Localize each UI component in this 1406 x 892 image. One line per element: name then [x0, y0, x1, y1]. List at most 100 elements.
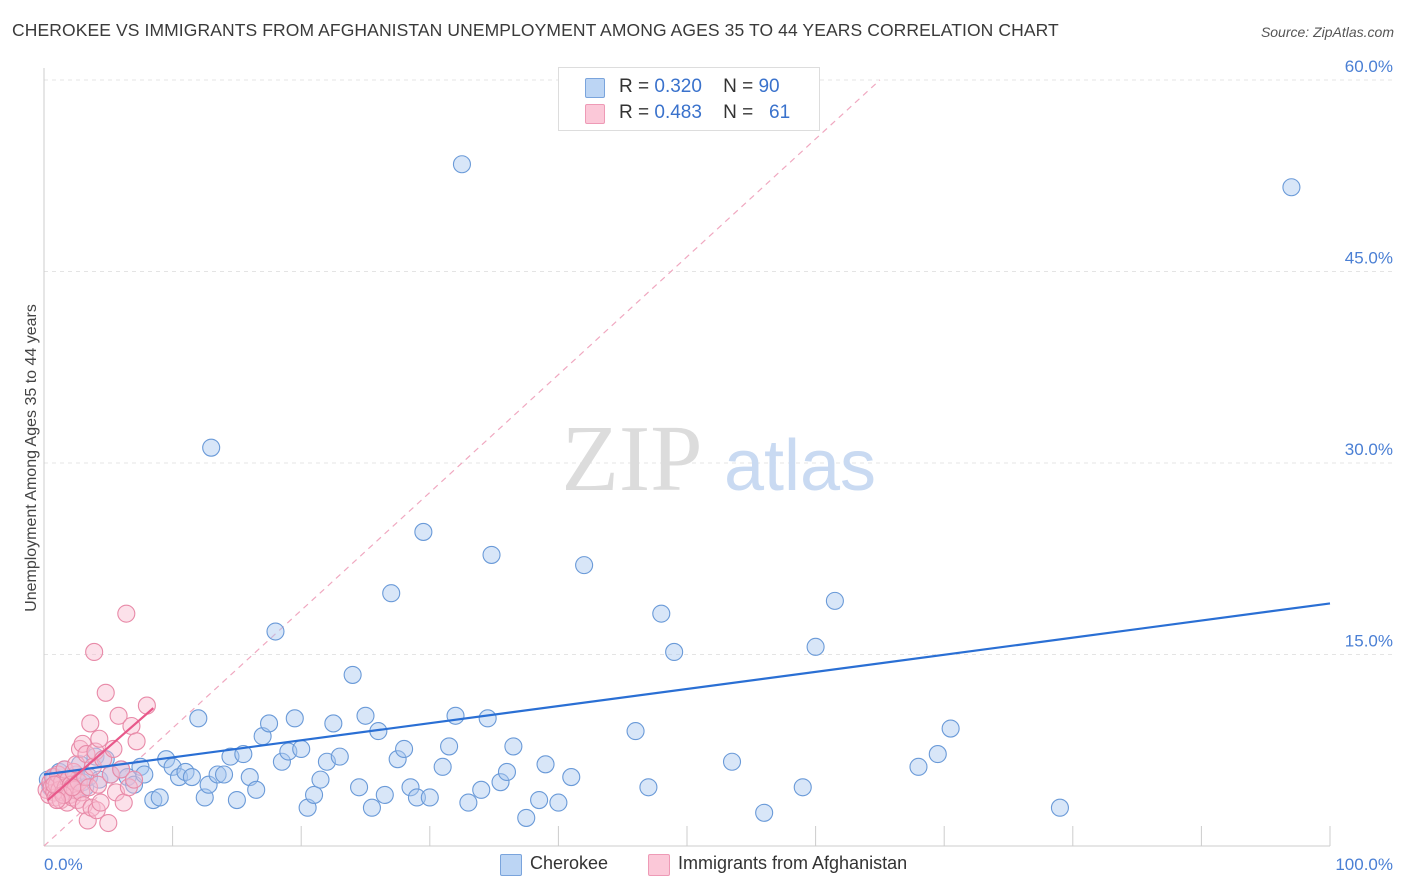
- data-points: [37, 155, 1301, 833]
- reference-dashed-line: [43, 79, 881, 847]
- bottom-legend-label-afghanistan: Immigrants from Afghanistan: [678, 853, 908, 873]
- watermark-zip: ZIP: [562, 407, 703, 511]
- data-point: [305, 785, 324, 804]
- legend-swatch-afghanistan: [585, 104, 605, 124]
- data-point: [189, 709, 208, 728]
- data-point: [517, 808, 536, 827]
- data-point: [722, 752, 742, 771]
- data-point: [825, 591, 844, 610]
- data-point: [497, 762, 517, 782]
- data-point: [96, 683, 115, 702]
- data-point: [504, 737, 523, 756]
- legend-n-value-cherokee: 90: [758, 76, 780, 97]
- data-point: [47, 790, 66, 810]
- data-point: [388, 750, 407, 769]
- data-point: [639, 778, 658, 797]
- data-point: [330, 747, 349, 766]
- data-point: [88, 775, 108, 794]
- data-point: [941, 719, 960, 738]
- data-point: [549, 793, 568, 812]
- legend-r-label: R =: [619, 102, 650, 123]
- data-point: [472, 780, 491, 799]
- data-point: [124, 770, 144, 789]
- bottom-legend-swatch-afghanistan: [648, 854, 670, 876]
- y-tick-label: 60.0%: [1345, 57, 1393, 76]
- data-point: [536, 755, 555, 774]
- bottom-legend-swatch-cherokee: [500, 854, 522, 876]
- data-point: [530, 790, 549, 810]
- data-point: [227, 790, 246, 810]
- x-tick-label-min: 0.0%: [44, 855, 83, 874]
- data-point: [440, 737, 459, 756]
- data-point: [928, 745, 947, 764]
- series-afghanistan: [37, 604, 156, 833]
- reference-line: [43, 79, 881, 847]
- data-point: [375, 785, 394, 804]
- data-point: [109, 706, 128, 725]
- data-point: [407, 788, 426, 807]
- legend-n-label: N =: [723, 76, 754, 97]
- data-point: [482, 545, 501, 564]
- chart-title: CHEROKEE VS IMMIGRANTS FROM AFGHANISTAN …: [12, 20, 1059, 40]
- data-point: [395, 739, 414, 759]
- data-point: [90, 729, 109, 748]
- data-point: [420, 788, 439, 807]
- data-point: [665, 642, 684, 661]
- data-point: [117, 604, 136, 623]
- data-point: [272, 752, 291, 771]
- data-point: [199, 775, 218, 794]
- data-point: [575, 556, 594, 575]
- data-point: [414, 522, 433, 541]
- data-point: [446, 706, 465, 725]
- data-point: [202, 438, 221, 457]
- data-point: [324, 714, 343, 733]
- watermark-atlas: atlas: [724, 426, 876, 506]
- data-point: [99, 813, 118, 833]
- y-tick-label: 45.0%: [1345, 249, 1393, 268]
- data-point: [626, 722, 645, 741]
- legend-r-label: R =: [619, 76, 650, 97]
- data-point: [85, 642, 104, 661]
- watermark: ZIP atlas: [562, 407, 877, 511]
- trend-line-afghanistan: [47, 707, 155, 801]
- data-point: [362, 798, 381, 817]
- data-point: [382, 584, 401, 603]
- data-point: [806, 637, 825, 656]
- x-tick-label-max: 100.0%: [1335, 855, 1393, 874]
- data-point: [491, 773, 510, 792]
- data-point: [127, 732, 146, 751]
- data-point: [266, 622, 285, 641]
- data-point: [63, 778, 82, 797]
- trend-lines: [43, 602, 1331, 801]
- correlation-legend: R = 0.320 N = 90 R = 0.483 N = 61: [558, 67, 820, 131]
- data-point: [401, 778, 420, 797]
- data-point: [478, 709, 497, 728]
- data-point: [755, 803, 774, 822]
- data-point: [214, 765, 234, 784]
- source-label: Source: ZipAtlas.com: [1260, 24, 1394, 40]
- data-point: [1050, 798, 1069, 817]
- legend-r-value-afghanistan: 0.483: [654, 102, 702, 123]
- data-point: [234, 745, 253, 764]
- data-point: [285, 709, 304, 728]
- data-point: [292, 739, 311, 759]
- series-cherokee: [38, 155, 1301, 827]
- legend-n-value-afghanistan: 61: [769, 102, 791, 123]
- data-point: [459, 793, 478, 812]
- y-tick-label: 30.0%: [1345, 440, 1393, 459]
- data-point: [81, 714, 100, 733]
- axes: 15.0% 30.0% 45.0% 60.0%: [43, 57, 1393, 847]
- data-point: [150, 788, 169, 807]
- data-point: [114, 793, 133, 812]
- bottom-legend-label-cherokee: Cherokee: [530, 853, 609, 873]
- data-point: [82, 798, 101, 817]
- data-point: [343, 665, 362, 684]
- legend-swatch-cherokee: [585, 78, 605, 98]
- y-axis-label: Unemployment Among Ages 35 to 44 years: [23, 304, 40, 612]
- data-point: [433, 757, 452, 776]
- legend-n-label: N =: [723, 102, 754, 123]
- grid-lines: [44, 79, 1392, 655]
- data-point: [793, 778, 812, 797]
- legend-r-value-cherokee: 0.320: [654, 76, 702, 97]
